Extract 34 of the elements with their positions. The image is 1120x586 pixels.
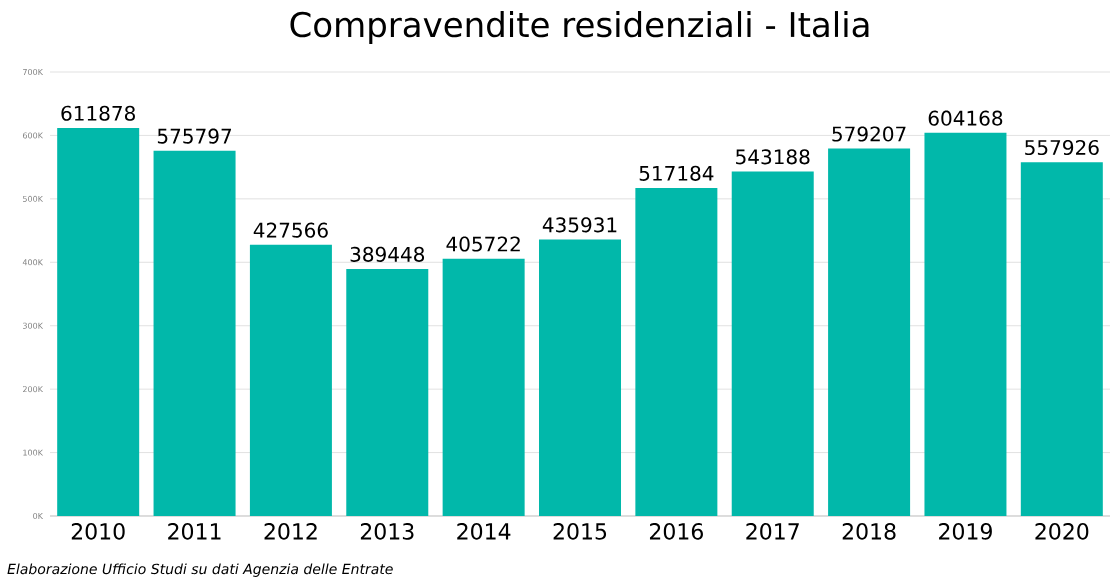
bar: [731, 171, 814, 516]
chart-title: Compravendite residenziali - Italia: [290, 11, 869, 44]
bar: [924, 132, 1007, 516]
bar: [57, 127, 140, 516]
bar: [1020, 162, 1103, 516]
x-tick-label: 2010: [71, 523, 125, 540]
x-tick-label: 2011: [168, 523, 221, 540]
x-tick-label: 2013: [360, 523, 414, 540]
data-label: 575797: [157, 128, 231, 144]
bar: [249, 244, 332, 516]
data-label: 405722: [446, 236, 520, 252]
x-tick-label: 2014: [457, 523, 511, 540]
x-tick-label: 2017: [746, 523, 799, 540]
data-label: 427566: [253, 222, 328, 238]
x-tick-label: 2019: [939, 523, 992, 540]
x-tick-label: 2020: [1035, 523, 1089, 540]
data-label: 611878: [61, 105, 135, 121]
data-label: 557926: [1025, 139, 1099, 156]
data-label: 435931: [542, 217, 617, 233]
x-tick-label: 2016: [649, 523, 703, 540]
x-tick-label: 2015: [553, 523, 607, 540]
data-label: 543188: [736, 149, 810, 165]
bar: [539, 239, 621, 516]
data-label: 604168: [928, 110, 1003, 126]
bar: [442, 258, 525, 516]
x-tick-label: 2018: [842, 523, 896, 540]
bar: [153, 150, 236, 516]
bar: [828, 148, 911, 516]
x-tick-label: 2012: [264, 523, 317, 540]
data-label: 579207: [832, 126, 906, 142]
data-label: 389448: [350, 246, 425, 262]
bar: [635, 187, 718, 516]
bar: [346, 268, 429, 516]
data-label: 517184: [639, 165, 714, 181]
